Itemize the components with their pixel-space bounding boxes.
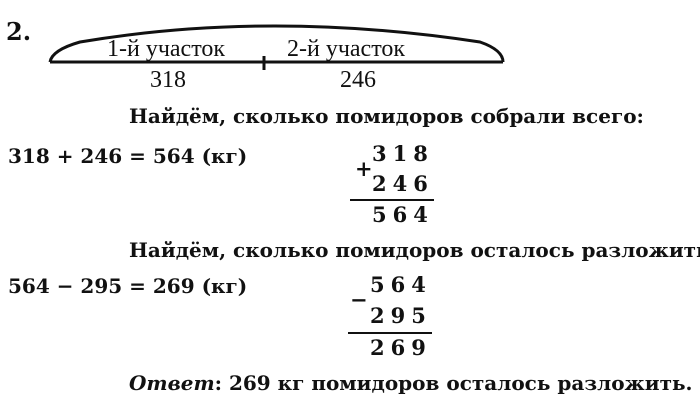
problem-number: 2. bbox=[6, 17, 32, 46]
column1-rule bbox=[350, 199, 434, 201]
answer-line: Ответ: 269 кг помидоров осталось разложи… bbox=[129, 373, 693, 393]
step2-equation: 564 − 295 = 269 (кг) bbox=[8, 274, 248, 298]
part1-value: 318 bbox=[150, 67, 186, 93]
column2-bottom: 295 bbox=[370, 303, 432, 328]
column1-top: 318 bbox=[372, 141, 434, 166]
step1-text: Найдём, сколько помидоров собрали всего: bbox=[129, 104, 644, 128]
column2-rule bbox=[348, 332, 432, 334]
segment-diagram bbox=[48, 24, 505, 70]
step2-text: Найдём, сколько помидоров осталось разло… bbox=[129, 238, 700, 262]
step1-equation: 318 + 246 = 564 (кг) bbox=[8, 144, 248, 168]
part2-value: 246 bbox=[340, 67, 376, 93]
brace-arc bbox=[48, 24, 505, 63]
column2-op: − bbox=[350, 287, 374, 312]
column2-top: 564 bbox=[370, 272, 432, 297]
answer-text: : 269 кг помидоров осталось разложить. bbox=[214, 371, 693, 395]
part2-label: 2-й участок bbox=[287, 36, 406, 62]
answer-label: Ответ bbox=[129, 371, 215, 395]
column1-op: + bbox=[355, 156, 379, 181]
part1-label: 1-й участок bbox=[107, 36, 226, 62]
column1-result: 564 bbox=[372, 202, 434, 227]
column2-result: 269 bbox=[370, 335, 432, 360]
column1-bottom: 246 bbox=[372, 171, 434, 196]
